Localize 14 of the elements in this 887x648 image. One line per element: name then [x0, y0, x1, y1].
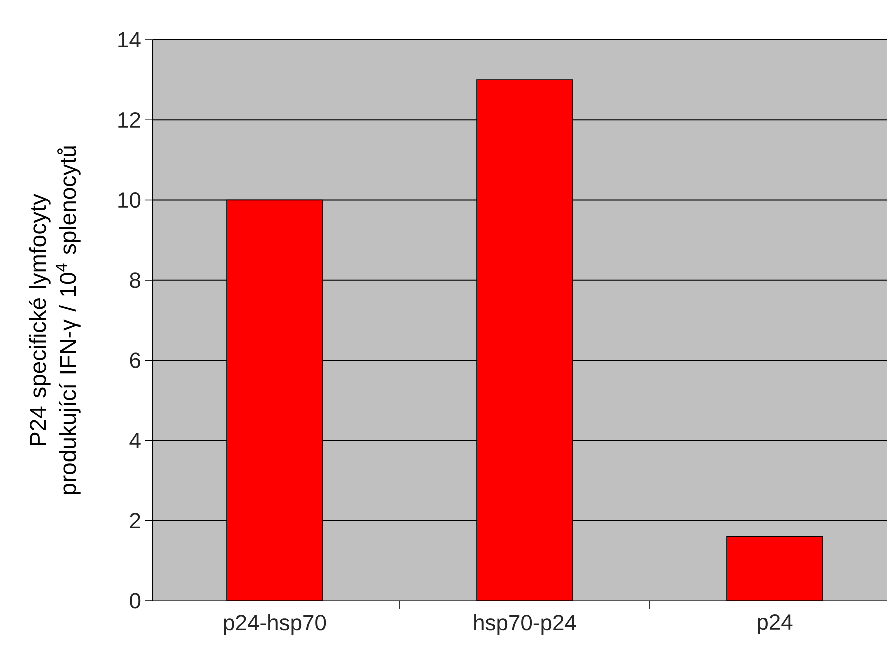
y-tick-label: 4	[130, 433, 141, 448]
y-tick-label: 2	[130, 513, 140, 529]
y-tick-label: 8	[130, 272, 141, 288]
y-tick-label: 14	[118, 32, 141, 48]
y-tick-label: 0	[130, 593, 141, 609]
y-tick-label: 12	[118, 112, 140, 128]
x-tick-label: hsp70-p24	[474, 614, 576, 636]
bar	[226, 200, 324, 601]
y-tick-label: 10	[118, 192, 141, 208]
y-tick-label: 6	[130, 352, 141, 368]
bar	[726, 536, 824, 601]
x-tick-label: p24	[758, 614, 793, 634]
x-tick-label: p24-hsp70	[224, 614, 326, 636]
bar	[476, 80, 574, 601]
